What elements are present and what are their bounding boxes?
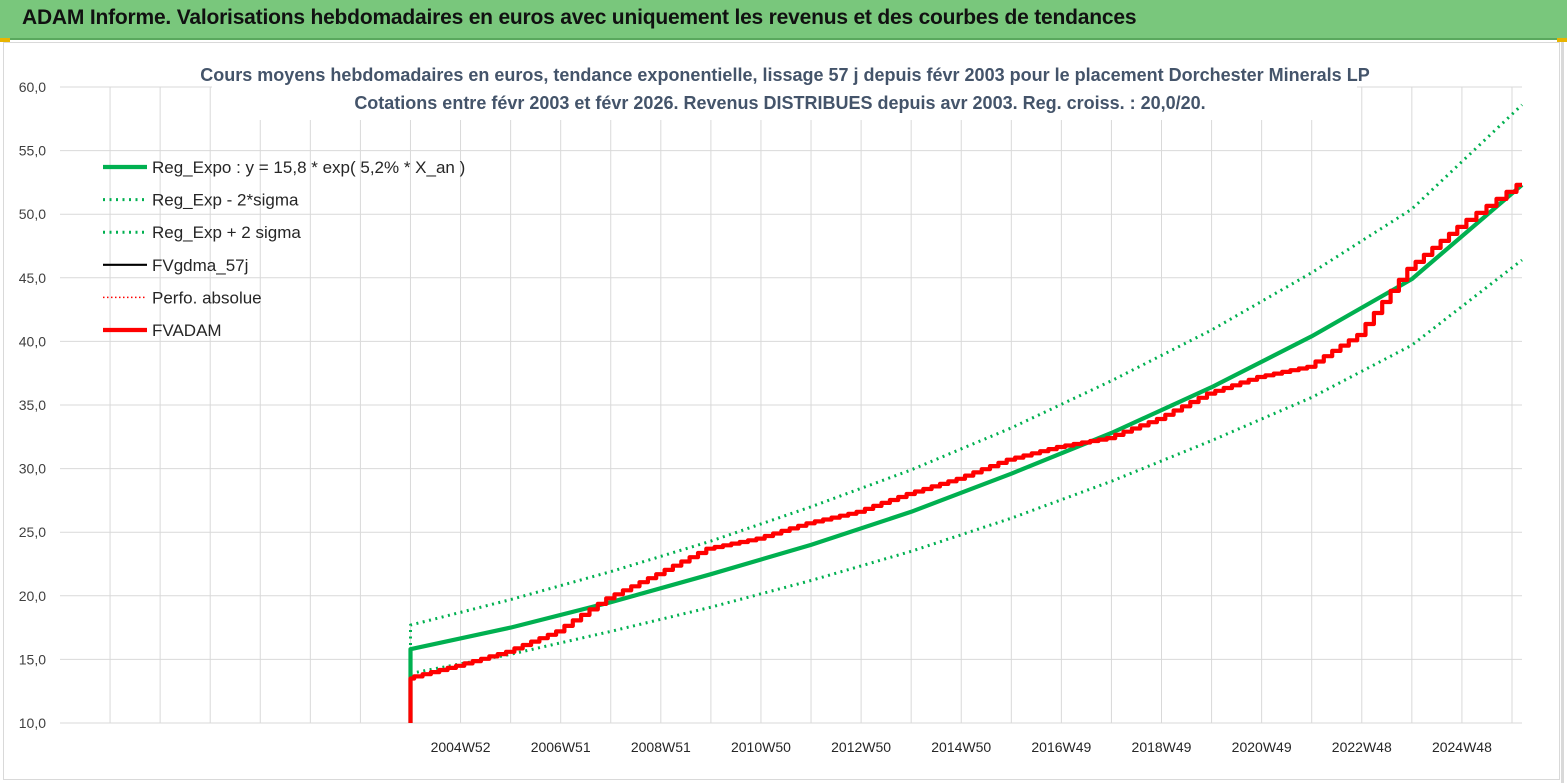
series-line-3 bbox=[409, 184, 1522, 723]
x-tick-label: 2006W51 bbox=[531, 739, 591, 755]
legend-label-3: FVgdma_57j bbox=[152, 256, 248, 275]
y-tick-label: 50,0 bbox=[19, 206, 46, 222]
series-line-2 bbox=[409, 103, 1524, 723]
corner-marker-right bbox=[1557, 38, 1567, 42]
legend-label-5: FVADAM bbox=[152, 321, 222, 340]
x-tick-label: 2004W52 bbox=[431, 739, 491, 755]
x-tick-label: 2016W49 bbox=[1031, 739, 1091, 755]
chart-frame bbox=[3, 42, 1560, 780]
x-tick-label: 2022W48 bbox=[1332, 739, 1392, 755]
y-tick-label: 20,0 bbox=[19, 588, 46, 604]
x-tick-label: 2010W50 bbox=[731, 739, 791, 755]
chart-subtitle: Cotations entre févr 2003 et févr 2026. … bbox=[354, 93, 1205, 113]
y-tick-label: 60,0 bbox=[19, 79, 46, 95]
page-title: ADAM Informe. Valorisations hebdomadaire… bbox=[22, 6, 1137, 29]
series-line-1 bbox=[410, 258, 1523, 675]
y-tick-label: 15,0 bbox=[19, 651, 46, 667]
title-background bbox=[212, 62, 1357, 120]
y-axis-ticks: 10,0 15,0 20,0 25,0 30,0 35,0 40,0 45,0 50,0 55,0… bbox=[19, 79, 46, 731]
x-axis-ticks: 2004W52 2006W51 2008W51 2010W50 2012W50 2014W… bbox=[431, 739, 1493, 755]
y-tick-label: 10,0 bbox=[19, 715, 46, 731]
legend-label-1: Reg_Exp - 2*sigma bbox=[152, 191, 299, 210]
series-line-0 bbox=[408, 183, 1524, 723]
x-tick-label: 2020W49 bbox=[1232, 739, 1292, 755]
corner-marker-left bbox=[0, 38, 10, 42]
x-tick-label: 2014W50 bbox=[931, 739, 991, 755]
x-tick-label: 2024W48 bbox=[1432, 739, 1492, 755]
y-tick-label: 30,0 bbox=[19, 461, 46, 477]
x-tick-label: 2012W50 bbox=[831, 739, 891, 755]
legend-label-4: Perfo. absolue bbox=[152, 288, 262, 307]
series-line-4 bbox=[409, 184, 1522, 723]
y-tick-label: 55,0 bbox=[19, 143, 46, 159]
y-tick-label: 35,0 bbox=[19, 397, 46, 413]
series-lines bbox=[408, 103, 1524, 723]
grid-lines bbox=[60, 86, 1522, 724]
legend-label-2: Reg_Exp + 2 sigma bbox=[152, 223, 301, 242]
y-tick-label: 40,0 bbox=[19, 333, 46, 349]
scroll-strip bbox=[1561, 42, 1564, 783]
x-tick-label: 2018W49 bbox=[1132, 739, 1192, 755]
y-tick-label: 25,0 bbox=[19, 524, 46, 540]
series-line-5 bbox=[408, 182, 1522, 723]
x-tick-label: 2008W51 bbox=[631, 739, 691, 755]
header-bar: ADAM Informe. Valorisations hebdomadaire… bbox=[0, 0, 1567, 40]
chart-title: Cours moyens hebdomadaires en euros, ten… bbox=[200, 65, 1369, 85]
legend: Reg_Expo : y = 15,8 * exp( 5,2% * X_an )… bbox=[103, 158, 465, 340]
y-tick-label: 45,0 bbox=[19, 270, 46, 286]
legend-label-0: Reg_Expo : y = 15,8 * exp( 5,2% * X_an ) bbox=[152, 158, 465, 177]
